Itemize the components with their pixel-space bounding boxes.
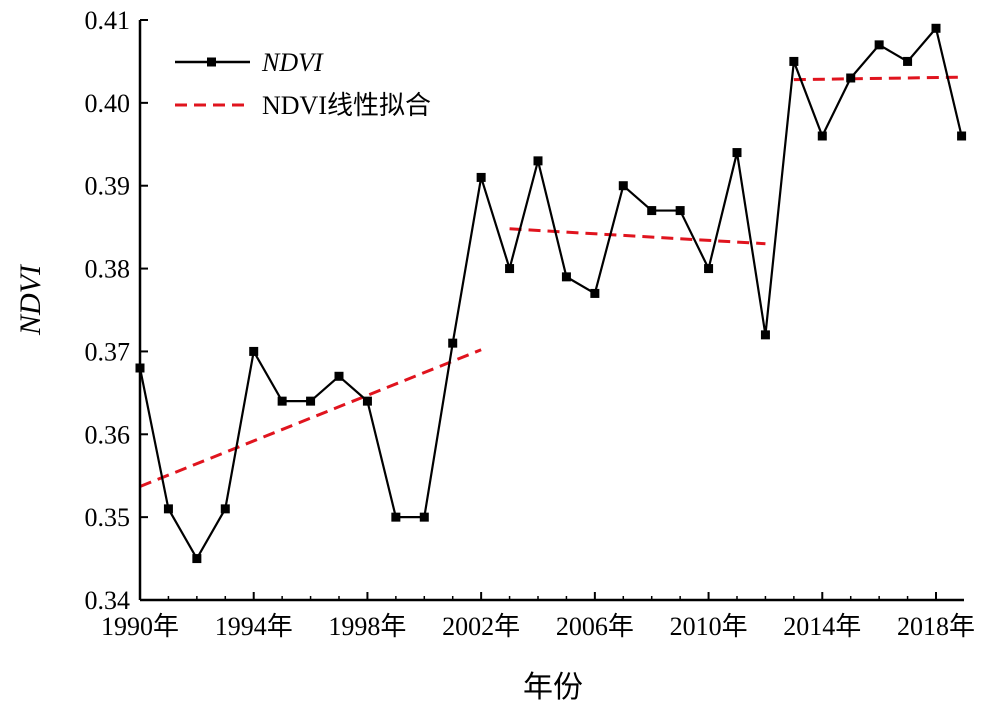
x-tick-label: 1990年 [101,612,179,641]
ndvi-data-point [931,23,941,33]
y-tick-label: 0.37 [85,337,131,366]
ndvi-series-line [138,25,963,561]
ndvi-data-point [192,554,202,564]
y-tick-label: 0.39 [85,172,131,201]
ndvi-data-point [476,172,486,182]
y-tick-labels: 0.34 0.35 0.36 0.37 0.38 0.39 0.40 0.41 [85,6,131,615]
x-tick-label: 2018年 [897,612,975,641]
fit-line [509,227,766,246]
ndvi-data-point [903,56,913,66]
ndvi-data-point [817,131,827,141]
ndvi-data-point [163,504,173,514]
ndvi-data-point [760,330,770,340]
legend: NDVI NDVI线性拟合 [175,48,431,120]
ndvi-data-point [533,156,543,166]
x-tick-label: 1994年 [215,612,293,641]
ndvi-data-point [846,73,856,83]
ndvi-data-point [561,272,571,282]
ndvi-data-point [732,148,742,158]
ndvi-data-point [675,206,685,216]
x-tick-labels: 1990年 1994年 1998年 2002年 2006年 2010年 2014年 2018年 [101,612,975,641]
fit-line [793,75,962,82]
ndvi-data-point [306,396,316,406]
x-tick-label: 1998年 [328,612,406,641]
ndvi-data-point [391,512,401,522]
legend-fit-label: NDVI线性拟合 [262,91,431,120]
ndvi-data-point [505,264,515,274]
ndvi-data-point [957,131,967,141]
ndvi-data-point [618,181,628,191]
ndvi-data-point [334,371,344,381]
y-axis-title: NDVI [14,263,47,336]
x-tick-label: 2002年 [442,612,520,641]
x-tick-label: 2006年 [556,612,634,641]
ndvi-data-point [220,504,230,514]
legend-ndvi-label: NDVI [261,48,324,77]
y-tick-label: 0.35 [85,503,131,532]
ndvi-data-point [277,396,287,406]
ndvi-data-point [590,288,600,298]
ndvi-data-point [874,40,884,50]
y-tick-label: 0.40 [85,89,131,118]
ndvi-data-point [789,56,799,66]
x-tick-label: 2014年 [783,612,861,641]
x-axis-title: 年份 [523,671,583,704]
ndvi-data-point [647,206,657,216]
ndvi-data-point [448,338,458,348]
axes [138,19,964,602]
y-tick-label: 0.41 [85,6,131,35]
y-tick-label: 0.34 [85,586,131,615]
ndvi-data-point [704,264,714,274]
y-tick-label: 0.36 [85,420,131,449]
ndvi-data-point [419,512,429,522]
x-tick-label: 2010年 [670,612,748,641]
legend-ndvi-marker [207,57,216,67]
ndvi-data-point [362,396,372,406]
y-tick-label: 0.38 [85,255,131,284]
fit-line [139,348,482,488]
plot-area [135,23,967,564]
ndvi-data-point [249,346,259,356]
